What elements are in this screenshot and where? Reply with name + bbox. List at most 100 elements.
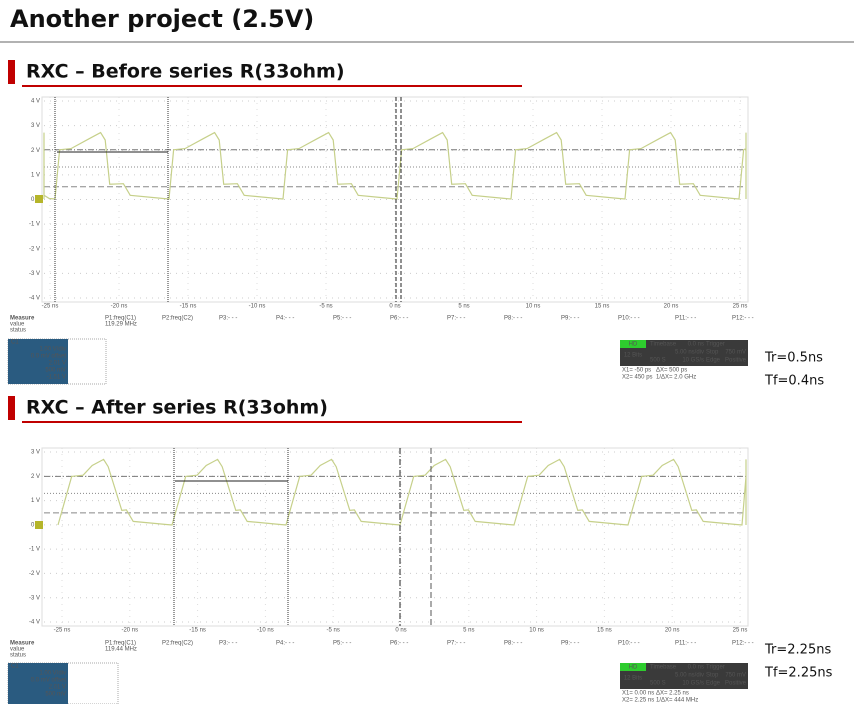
channel-info: 0.0 mV offset bbox=[31, 354, 67, 360]
x-axis-label: 10 ns bbox=[526, 304, 541, 310]
measure-param: P4:- - - bbox=[276, 641, 294, 647]
bits-label: 12 Bits bbox=[624, 353, 642, 359]
x-axis-label: 15 ns bbox=[597, 628, 612, 634]
measure-param: P12:- - - bbox=[732, 316, 754, 322]
y-axis-label: -1 V bbox=[29, 547, 40, 553]
measure-param: P5:- - - bbox=[333, 641, 351, 647]
measure-value: 119.44 MHz bbox=[105, 647, 137, 653]
timebase-info: 10 GS/s bbox=[682, 681, 704, 687]
timing-note: Tr=2.25ns bbox=[764, 643, 831, 658]
measure-param: P3:- - - bbox=[219, 316, 237, 322]
measure-param: P9:- - - bbox=[561, 641, 579, 647]
channel-info: 500 mV bbox=[45, 368, 66, 374]
y-axis-label: -4 V bbox=[29, 296, 40, 302]
channel-info: 1.00 V/div bbox=[39, 671, 66, 677]
measure-param: P1:freq(C1) bbox=[105, 316, 136, 322]
hd-label: HD bbox=[629, 342, 638, 348]
cursor-readout: X1= 0.00 ns bbox=[622, 691, 654, 697]
section-heading: RXC – Before series R(33ohm) bbox=[26, 61, 345, 83]
timebase-info: Edge bbox=[706, 681, 721, 687]
channel-info: 2.01 V bbox=[49, 361, 66, 367]
y-axis-label: -2 V bbox=[29, 246, 40, 252]
timebase-info: 500 S bbox=[650, 358, 666, 364]
x-axis-label: -10 ns bbox=[249, 304, 266, 310]
measure-row-label: status bbox=[10, 328, 26, 334]
cursor-readout: ΔX= 500 ps bbox=[656, 368, 687, 374]
timebase-info: Trigger bbox=[706, 665, 725, 671]
hd-badge bbox=[620, 340, 646, 348]
heading-marker bbox=[8, 60, 15, 84]
measure-param: P11:- - - bbox=[675, 316, 696, 322]
measure-param: P2:freq(C2) bbox=[162, 641, 193, 647]
measure-label: Measure bbox=[10, 316, 35, 322]
hd-badge bbox=[620, 663, 646, 671]
timebase-info: Edge bbox=[706, 358, 721, 364]
channel-info: C1 bbox=[11, 340, 19, 346]
y-axis-label: -3 V bbox=[29, 271, 40, 277]
y-axis-label: 4 V bbox=[31, 99, 40, 105]
y-axis-label: 2 V bbox=[31, 148, 40, 154]
x-axis-label: 0 ns bbox=[395, 628, 406, 634]
measure-param: P9:- - - bbox=[561, 316, 579, 322]
timebase-info: Positive bbox=[725, 681, 747, 687]
measure-param: P5:- - - bbox=[333, 316, 351, 322]
y-axis-label: 1 V bbox=[31, 498, 40, 504]
timebase-info: 500 S bbox=[650, 681, 666, 687]
x-axis-label: -15 ns bbox=[189, 628, 206, 634]
cursor-readout: 1/ΔX= 444 MHz bbox=[656, 698, 698, 704]
channel-info: 0.0 mV offset bbox=[31, 678, 67, 684]
measure-row-label: value bbox=[10, 322, 25, 328]
y-axis-label: -3 V bbox=[29, 595, 40, 601]
plot-area bbox=[41, 447, 749, 627]
x-axis-label: 25 ns bbox=[733, 628, 748, 634]
measure-param: P4:- - - bbox=[276, 316, 294, 322]
x-axis-label: -20 ns bbox=[121, 628, 138, 634]
y-axis-label: -2 V bbox=[29, 571, 40, 577]
timebase-info: Trigger bbox=[706, 342, 725, 348]
channel-marker bbox=[35, 521, 43, 529]
timebase-info: Stop bbox=[706, 350, 719, 356]
x-axis-label: -5 ns bbox=[319, 304, 332, 310]
timebase-info: 10 GS/s bbox=[682, 358, 704, 364]
x-axis-label: 10 ns bbox=[529, 628, 544, 634]
timebase-info: Stop bbox=[706, 673, 719, 679]
x-axis-label: 15 ns bbox=[595, 304, 610, 310]
timing-note: Tr=0.5ns bbox=[764, 351, 823, 366]
hd-label: HD bbox=[629, 665, 638, 671]
slide-title: Another project (2.5V) bbox=[10, 5, 314, 33]
channel-info: 2.01 V bbox=[49, 685, 66, 691]
x-axis-label: -25 ns bbox=[42, 304, 59, 310]
x-axis-label: 0 ns bbox=[389, 304, 400, 310]
measure-param: P7:- - - bbox=[447, 316, 465, 322]
channel-info: 500 mV bbox=[45, 692, 66, 698]
timebase-info: Timebase bbox=[650, 342, 677, 348]
measure-param: P11:- - - bbox=[675, 641, 696, 647]
y-axis-label: 3 V bbox=[31, 123, 40, 129]
x-axis-label: 20 ns bbox=[664, 304, 679, 310]
x-axis-label: 25 ns bbox=[733, 304, 748, 310]
measure-param: P1:freq(C1) bbox=[105, 641, 136, 647]
channel-info: -1.51 V bbox=[47, 375, 66, 381]
cursor-readout: X1= -50 ps bbox=[622, 368, 651, 374]
bits-label: 12 Bits bbox=[624, 676, 642, 682]
timebase-info: 750 mV bbox=[725, 673, 746, 679]
channel-info: 1.00 V/div bbox=[39, 347, 66, 353]
timebase-info: Positive bbox=[725, 358, 747, 364]
timebase-info: 0.0 ns bbox=[688, 342, 704, 348]
y-axis-label: 3 V bbox=[31, 450, 40, 456]
x-axis-label: 5 ns bbox=[463, 628, 474, 634]
waveform bbox=[57, 458, 747, 526]
channel-panel bbox=[8, 339, 68, 384]
measure-param: P8:- - - bbox=[504, 641, 522, 647]
measure-param: P6:- - - bbox=[390, 316, 408, 322]
x-axis-label: -20 ns bbox=[111, 304, 128, 310]
measure-row-label: status bbox=[10, 653, 26, 659]
timebase-info: 5.00 ns/div bbox=[675, 673, 704, 679]
measure-param: P6:- - - bbox=[390, 641, 408, 647]
x-axis-label: -15 ns bbox=[180, 304, 197, 310]
timebase-info: 0.0 ns bbox=[688, 665, 704, 671]
channel-info: C1 bbox=[11, 664, 19, 670]
channel-marker bbox=[35, 195, 43, 203]
timebase-info: 5.00 ns/div bbox=[675, 350, 704, 356]
